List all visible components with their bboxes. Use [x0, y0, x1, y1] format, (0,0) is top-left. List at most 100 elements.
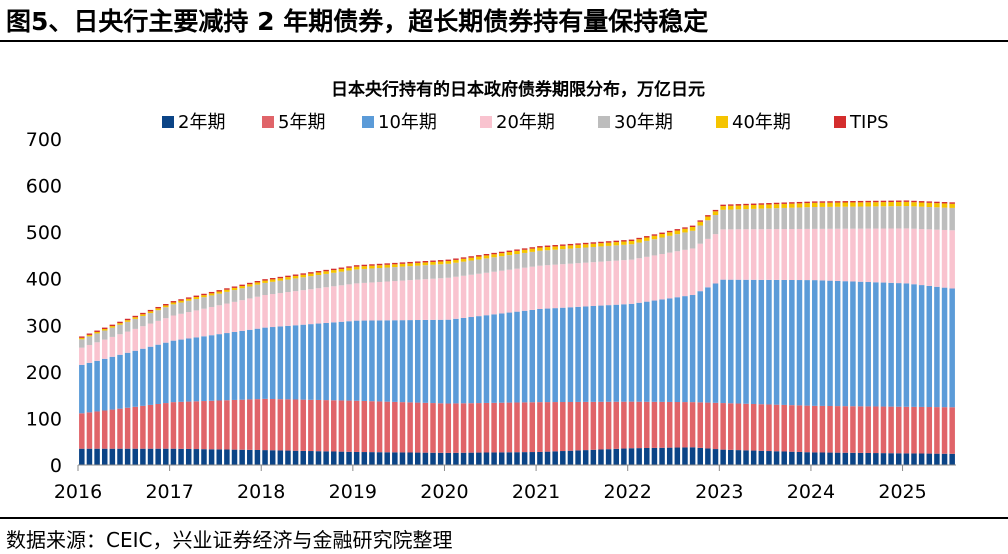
bar-segment [720, 449, 726, 465]
bar-stack [86, 333, 93, 465]
bar-segment [521, 310, 528, 403]
bar-segment [269, 294, 276, 328]
bar-segment [269, 399, 276, 451]
bar-segment [934, 203, 940, 208]
bar-segment [155, 403, 161, 449]
bar-segment [498, 251, 505, 254]
bar-segment [170, 304, 177, 316]
legend-item-1: 5年期 [262, 112, 325, 133]
bar-segment [552, 246, 558, 250]
bar-stack [346, 266, 352, 465]
bar-segment [842, 281, 849, 407]
bar-segment [735, 229, 742, 280]
bar-segment [644, 237, 650, 241]
bar-stack [170, 301, 177, 465]
bar-segment [346, 451, 352, 465]
bar-segment [743, 450, 749, 465]
bar-segment [628, 240, 635, 245]
bar-segment [941, 202, 948, 204]
bar-segment [812, 206, 818, 229]
bar-stack [720, 204, 726, 465]
bar-segment [323, 451, 329, 465]
bar-segment [193, 401, 200, 450]
bar-segment [399, 262, 406, 264]
bar-stack [269, 278, 276, 465]
bar-stack [850, 201, 856, 465]
bar-segment [705, 220, 711, 239]
bar-segment [468, 256, 474, 258]
bar-segment [934, 201, 940, 204]
bar-segment [850, 281, 856, 407]
bar-segment [140, 312, 146, 315]
bar-stack [628, 239, 635, 465]
bar-segment [666, 230, 673, 233]
bar-segment [796, 203, 803, 208]
bar-stack [781, 202, 787, 465]
bar-segment [491, 254, 497, 258]
legend-swatch [834, 116, 846, 128]
bar-segment [353, 283, 360, 321]
bar-segment [140, 326, 146, 349]
bar-stack [575, 243, 581, 465]
bar-segment [682, 296, 688, 403]
bar-segment [789, 451, 795, 465]
bar-segment [735, 205, 742, 210]
bar-segment [262, 450, 268, 465]
bar-segment [911, 284, 917, 407]
bar-segment [292, 450, 299, 465]
bar-segment [850, 202, 856, 207]
bar-segment [880, 282, 887, 407]
bar-segment [544, 265, 551, 309]
bar-segment [903, 201, 910, 207]
bar-segment [476, 316, 482, 404]
bar-segment [873, 206, 879, 229]
bar-segment [628, 448, 635, 465]
bar-segment [644, 448, 650, 465]
bar-segment [185, 298, 192, 301]
bar-segment [285, 325, 291, 400]
bar-segment [338, 267, 345, 269]
bar-segment [750, 403, 757, 451]
bar-segment [376, 265, 383, 268]
bar-segment [613, 240, 619, 243]
bar-segment [689, 295, 696, 403]
bar-stack [750, 203, 757, 465]
bar-segment [79, 336, 85, 338]
bar-segment [201, 308, 207, 337]
bar-segment [651, 255, 658, 301]
bar-segment [666, 298, 673, 402]
bar-segment [613, 448, 619, 465]
bar-segment [445, 403, 452, 453]
y-tick-label: 600 [26, 176, 62, 198]
bar-segment [208, 449, 215, 465]
bar-segment [392, 452, 398, 465]
bar-stack [636, 237, 642, 465]
bar-segment [682, 227, 688, 229]
legend-swatch [716, 116, 728, 128]
bar-segment [445, 452, 452, 465]
bar-segment [842, 452, 849, 465]
bar-segment [636, 302, 642, 402]
bar-stack [140, 312, 146, 465]
bar-stack [155, 306, 161, 465]
bar-stack [498, 251, 505, 465]
bar-stack [728, 204, 734, 465]
bar-segment [888, 200, 894, 203]
bar-segment [491, 252, 497, 255]
bar-segment [873, 453, 879, 465]
bar-segment [269, 327, 276, 400]
bar-segment [598, 449, 604, 465]
bar-segment [124, 318, 131, 321]
bar-segment [605, 449, 612, 465]
bar-segment [292, 291, 299, 326]
bar-segment [323, 271, 329, 274]
bar-segment [185, 312, 192, 339]
bar-segment [537, 246, 543, 248]
legend-swatch [362, 116, 374, 128]
bar-segment [308, 276, 314, 290]
bar-segment [491, 257, 497, 272]
bar-segment [147, 311, 154, 314]
bar-segment [758, 404, 765, 451]
bar-segment [850, 406, 856, 453]
y-tick-label: 400 [26, 269, 62, 291]
